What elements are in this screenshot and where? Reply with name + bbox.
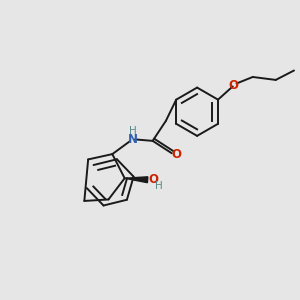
Polygon shape bbox=[125, 177, 148, 183]
Text: H: H bbox=[155, 181, 163, 190]
Text: H: H bbox=[129, 126, 136, 136]
Text: O: O bbox=[228, 79, 238, 92]
Text: O: O bbox=[148, 172, 158, 186]
Text: O: O bbox=[171, 148, 181, 161]
Text: N: N bbox=[128, 133, 138, 146]
